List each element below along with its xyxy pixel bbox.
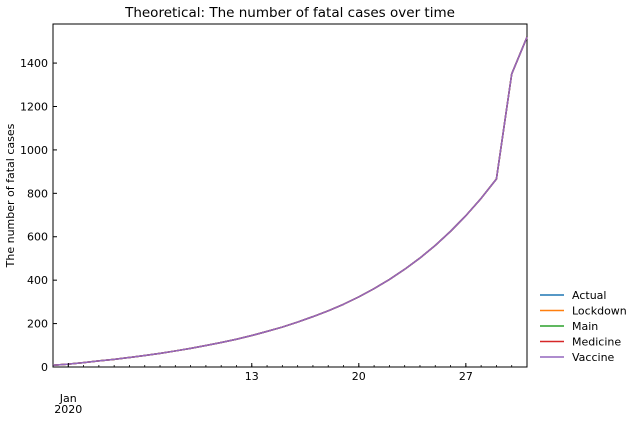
y-tick-label: 1200 [20,100,48,113]
legend-label: Main [572,320,598,333]
y-tick-label: 0 [41,361,48,374]
y-tick-label: 400 [27,274,48,287]
series-line-main [52,36,528,367]
x-tick-label: 20 [352,370,366,383]
legend-label: Medicine [572,336,621,349]
y-tick-label: 200 [27,318,48,331]
chart-title: Theoretical: The number of fatal cases o… [124,5,455,21]
x-tick-label: 27 [459,370,473,383]
legend-label: Vaccine [572,351,615,364]
plot-frame [52,23,528,368]
y-tick-label: 1400 [20,57,48,70]
y-axis-label: The number of fatal cases [4,123,17,268]
legend-label: Lockdown [572,305,627,318]
x-tick-year-label: 2020 [54,403,82,416]
series-line-vaccine [52,36,528,367]
legend-label: Actual [572,289,606,302]
legend: Actual Lockdown Main Medicine Vaccine [540,289,627,364]
x-tick-label: 13 [245,370,259,383]
series-lines [52,36,528,367]
series-line-medicine [52,36,528,367]
series-line-actual [52,36,528,367]
y-axis-ticks: 0 200 400 600 800 1000 1200 1400 [20,57,57,374]
y-tick-label: 800 [27,187,48,200]
series-line-lockdown [52,36,528,367]
x-tick-label: Jan [59,392,77,405]
y-tick-label: 600 [27,231,48,244]
y-tick-label: 1000 [20,144,48,157]
